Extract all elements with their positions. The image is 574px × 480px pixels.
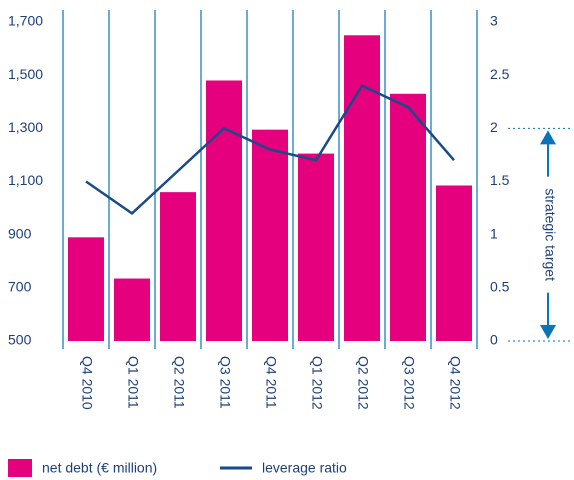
y2-tick-label: 1 (490, 225, 498, 241)
bar (344, 35, 380, 342)
legend-swatch (8, 459, 32, 477)
legend-label: leverage ratio (262, 460, 347, 476)
y2-tick-label: 1.5 (490, 172, 510, 188)
bar (298, 153, 334, 341)
line-series (85, 84, 455, 215)
bar (68, 237, 104, 341)
y2-tick-label: 0.5 (490, 279, 510, 295)
x-tick-label: Q4 2012 (447, 356, 463, 410)
arrow-head (540, 130, 556, 145)
y-tick-label: 900 (8, 225, 32, 241)
bar (160, 192, 196, 341)
x-tick-label: Q3 2011 (217, 356, 233, 409)
legend-label: net debt (€ million) (42, 460, 157, 476)
y2-tick-label: 0 (490, 332, 498, 348)
annotation-label: strategic target (542, 188, 558, 281)
y-tick-label: 700 (8, 279, 32, 295)
y-tick-label: 1,700 (8, 13, 43, 29)
x-tick-label: Q4 2011 (263, 356, 279, 409)
bar (114, 278, 150, 341)
bar (436, 185, 472, 341)
y-tick-label: 500 (8, 332, 32, 348)
x-tick-label: Q1 2011 (125, 356, 141, 409)
bar (390, 93, 426, 342)
y-tick-label: 1,500 (8, 66, 43, 82)
bar (252, 129, 288, 341)
label-bg (540, 176, 558, 293)
y-tick-label: 1,300 (8, 119, 43, 135)
y2-tick-label: 2.5 (490, 66, 510, 82)
x-tick-label: Q2 2011 (171, 356, 187, 409)
x-tick-label: Q2 2012 (355, 356, 371, 410)
x-tick-label: Q4 2010 (79, 356, 95, 410)
bar (206, 80, 242, 341)
arrow-head (540, 325, 556, 339)
x-tick-label: Q1 2012 (309, 356, 325, 410)
y-tick-label: 1,100 (8, 172, 43, 188)
y2-tick-label: 3 (490, 13, 498, 29)
x-tick-label: Q3 2012 (401, 356, 417, 410)
y2-tick-label: 2 (490, 119, 498, 135)
